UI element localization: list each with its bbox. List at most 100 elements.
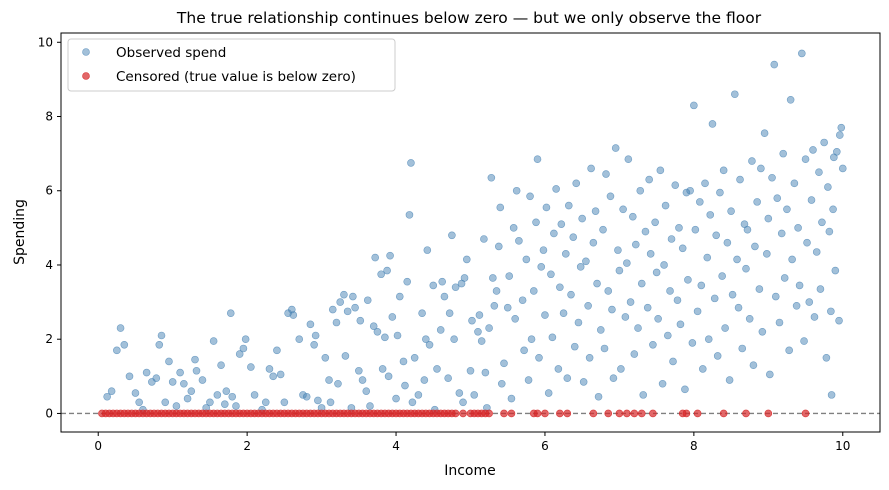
data-point-observed — [221, 400, 229, 408]
data-point-observed — [626, 298, 635, 306]
data-point-observed — [328, 305, 337, 314]
data-point-observed — [518, 296, 527, 305]
data-point-observed — [399, 357, 408, 366]
data-point-observed — [429, 281, 438, 290]
data-point-observed — [604, 287, 613, 295]
data-point-observed — [818, 218, 826, 227]
data-point-observed — [795, 281, 804, 290]
data-point-observed — [619, 205, 627, 214]
data-point-observed — [239, 344, 248, 353]
data-point-observed — [721, 324, 729, 332]
data-point-observed — [829, 205, 837, 214]
chart-title: The true relationship continues below ze… — [176, 9, 762, 27]
y-axis-label: Spending — [12, 199, 28, 265]
data-point-observed — [168, 378, 177, 386]
data-point-observed — [507, 394, 516, 403]
plot-area — [61, 33, 880, 432]
data-point-observed — [438, 277, 447, 286]
data-point-observed — [120, 340, 129, 349]
data-point-observed — [183, 394, 192, 403]
data-point-observed — [450, 335, 458, 344]
data-point-observed — [656, 166, 665, 175]
data-point-observed — [425, 340, 434, 349]
data-point-observed — [358, 376, 367, 384]
data-point-observed — [356, 316, 365, 325]
data-point-observed — [805, 298, 814, 306]
data-point-observed — [678, 244, 687, 253]
data-point-observed — [556, 283, 564, 292]
data-point-observed — [736, 175, 744, 184]
data-point-observed — [349, 292, 357, 301]
data-point-observed — [414, 391, 423, 399]
data-point-observed — [247, 363, 255, 371]
data-point-observed — [533, 155, 542, 163]
data-point-observed — [340, 290, 348, 299]
data-point-observed — [792, 301, 801, 310]
data-point-observed — [384, 372, 393, 381]
data-point-observed — [191, 355, 199, 364]
data-point-observed — [696, 198, 704, 206]
data-point-observed — [652, 268, 661, 277]
data-point-observed — [552, 185, 560, 193]
legend-label-censored: Censored (true value is below zero) — [116, 69, 356, 85]
data-point-observed — [766, 370, 774, 379]
data-point-observed — [213, 391, 222, 399]
data-point-observed — [386, 251, 394, 260]
data-point-observed — [113, 346, 121, 355]
legend-frame — [67, 38, 396, 92]
data-point-observed — [198, 376, 207, 384]
data-point-observed — [408, 398, 417, 407]
data-point-observed — [232, 402, 240, 410]
data-point-censored — [500, 409, 508, 418]
y-tick-label: 6 — [45, 184, 53, 198]
data-point-observed — [445, 309, 454, 318]
data-point-observed — [615, 266, 624, 275]
data-point-observed — [764, 214, 773, 223]
data-point-observed — [273, 346, 281, 355]
data-point-observed — [462, 255, 471, 264]
data-point-observed — [289, 311, 298, 319]
data-point-observed — [448, 231, 456, 240]
data-point-observed — [742, 264, 750, 273]
data-point-observed — [433, 365, 441, 373]
data-point-observed — [547, 270, 555, 279]
data-point-observed — [569, 233, 578, 241]
data-point-observed — [810, 313, 819, 321]
data-point-observed — [646, 250, 655, 258]
data-point-observed — [631, 240, 640, 249]
data-point-observed — [608, 305, 616, 314]
x-axis: 0 2 4 6 8 10 — [94, 432, 850, 453]
data-point-observed — [794, 224, 802, 232]
data-point-censored — [682, 409, 691, 418]
data-point-observed — [176, 368, 184, 377]
data-point-observed — [666, 287, 674, 295]
data-point-observed — [734, 303, 743, 312]
data-point-observed — [579, 378, 588, 386]
data-point-censored — [589, 409, 598, 418]
data-point-observed — [152, 374, 161, 382]
data-point-censored — [563, 409, 572, 418]
data-point-observed — [311, 331, 320, 340]
data-point-observed — [697, 281, 706, 290]
data-point-observed — [643, 303, 652, 312]
data-point-observed — [599, 225, 607, 234]
data-point-observed — [250, 391, 259, 399]
data-point-observed — [172, 402, 181, 410]
data-point-observed — [436, 326, 445, 334]
data-point-observed — [209, 337, 218, 345]
series-layer — [98, 49, 847, 418]
data-point-observed — [803, 238, 811, 247]
data-point-observed — [393, 331, 402, 340]
data-point-observed — [325, 376, 333, 384]
data-point-observed — [594, 392, 603, 401]
data-point-observed — [775, 318, 784, 327]
data-point-observed — [475, 311, 484, 319]
data-point-observed — [815, 168, 823, 176]
data-point-observed — [451, 283, 460, 292]
data-point-observed — [326, 398, 335, 407]
data-point-observed — [788, 255, 796, 264]
data-point-observed — [314, 396, 322, 405]
data-point-observed — [302, 392, 311, 401]
data-point-observed — [466, 366, 475, 375]
